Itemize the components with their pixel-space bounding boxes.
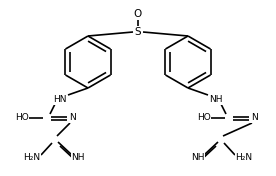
Text: HO: HO <box>15 114 29 122</box>
Text: H₂N: H₂N <box>235 153 253 162</box>
Text: HN: HN <box>53 96 67 105</box>
Text: O: O <box>134 9 142 19</box>
Text: H₂N: H₂N <box>23 153 41 162</box>
Text: N: N <box>251 114 258 122</box>
Text: N: N <box>69 114 75 122</box>
Text: NH: NH <box>209 96 223 105</box>
Text: NH: NH <box>191 153 205 162</box>
Text: S: S <box>135 27 141 37</box>
Text: NH: NH <box>71 153 85 162</box>
Text: HO: HO <box>197 114 211 122</box>
